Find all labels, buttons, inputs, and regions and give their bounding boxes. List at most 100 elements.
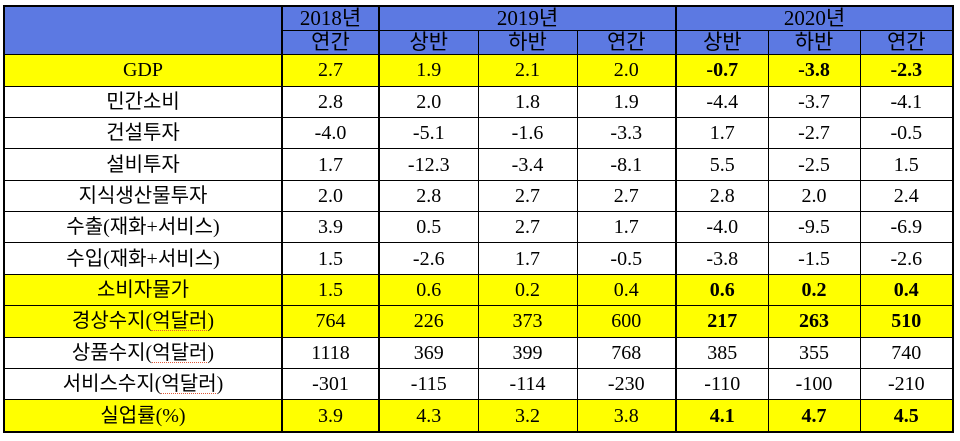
- table-row: 실업률(%) 3.9 4.3 3.2 3.8 4.1 4.7 4.5: [3, 399, 954, 433]
- value-cell: 0.2: [477, 273, 578, 307]
- table-row: 건설투자 -4.0 -5.1 -1.6 -3.3 1.7 -2.7 -0.5: [3, 116, 954, 150]
- value-cell: -230: [576, 367, 677, 401]
- value-cell: 3.9: [281, 399, 380, 433]
- row-label: 수입(재화+서비스): [3, 242, 283, 275]
- value-cell: 385: [675, 336, 769, 369]
- value-cell: 1.5: [281, 273, 380, 307]
- table-row: GDP 2.7 1.9 2.1 2.0 -0.7 -3.8 -2.3: [3, 54, 954, 87]
- value-cell: -100: [767, 367, 861, 401]
- row-label: GDP: [3, 54, 283, 87]
- value-cell: -4.4: [675, 85, 769, 118]
- value-cell: 510: [859, 305, 954, 338]
- period-header: 상반: [378, 30, 479, 56]
- year-header-2020: 2020년: [675, 5, 954, 32]
- value-cell: 1.8: [477, 85, 578, 118]
- value-cell: -8.1: [576, 148, 677, 181]
- value-cell: -0.5: [859, 116, 954, 150]
- value-cell: -301: [281, 367, 380, 401]
- value-cell: 369: [378, 336, 479, 369]
- row-label: 경상수지(억달러): [3, 305, 283, 338]
- value-cell: 2.4: [859, 179, 954, 213]
- period-header: 하반: [477, 30, 578, 56]
- value-cell: -3.3: [576, 116, 677, 150]
- value-cell: -3.7: [767, 85, 861, 118]
- value-cell: -2.5: [767, 148, 861, 181]
- row-label: 실업률(%): [3, 399, 283, 433]
- row-label: 건설투자: [3, 116, 283, 150]
- value-cell: 600: [576, 305, 677, 338]
- value-cell: 226: [378, 305, 479, 338]
- value-cell: 3.2: [477, 399, 578, 433]
- value-cell: -110: [675, 367, 769, 401]
- value-cell: 1.7: [576, 211, 677, 244]
- value-cell: 4.7: [767, 399, 861, 433]
- value-cell: 0.4: [576, 273, 677, 307]
- value-cell: -1.6: [477, 116, 578, 150]
- value-cell: 399: [477, 336, 578, 369]
- table-row: 민간소비 2.8 2.0 1.8 1.9 -4.4 -3.7 -4.1: [3, 85, 954, 118]
- table-body: GDP 2.7 1.9 2.1 2.0 -0.7 -3.8 -2.3 민간소비 2.8 2.0 1.8…: [3, 54, 954, 433]
- row-label: 소비자물가: [3, 273, 283, 307]
- period-header-row: 연간 상반 하반 연간 상반 하반 연간: [4, 30, 954, 56]
- row-label: 민간소비: [3, 85, 283, 118]
- value-cell: 2.7: [477, 179, 578, 213]
- value-cell: -3.8: [767, 54, 861, 87]
- value-cell: 768: [576, 336, 677, 369]
- value-cell: 1118: [281, 336, 380, 369]
- value-cell: 1.5: [281, 242, 380, 275]
- value-cell: 2.7: [576, 179, 677, 213]
- value-cell: 2.8: [378, 179, 479, 213]
- value-cell: 2.7: [281, 54, 380, 87]
- label-part: 상품수지(: [71, 341, 153, 364]
- label-part: ): [207, 310, 215, 333]
- value-cell: -4.1: [859, 85, 954, 118]
- value-cell: -3.8: [675, 242, 769, 275]
- value-cell: 1.7: [477, 242, 578, 275]
- label-part: ): [207, 341, 215, 364]
- value-cell: 1.7: [675, 116, 769, 150]
- value-cell: 2.7: [477, 211, 578, 244]
- corner-cell: [3, 5, 283, 56]
- value-cell: 355: [767, 336, 861, 369]
- table-row: 소비자물가 1.5 0.6 0.2 0.4 0.6 0.2 0.4: [3, 273, 954, 307]
- value-cell: -210: [859, 367, 954, 401]
- value-cell: -0.7: [675, 54, 769, 87]
- value-cell: 764: [281, 305, 380, 338]
- period-header: 하반: [767, 30, 861, 56]
- value-cell: 0.2: [767, 273, 861, 307]
- table-row: 경상수지(억달러) 764 226 373 600 217 263 510: [3, 305, 954, 338]
- value-cell: -0.5: [576, 242, 677, 275]
- economic-indicators-table: 2018년 2019년 2020년 연간 상반 하반 연간 상반 하반 연간 G…: [3, 5, 955, 433]
- value-cell: 1.5: [859, 148, 954, 181]
- value-cell: 263: [767, 305, 861, 338]
- value-cell: 740: [859, 336, 954, 369]
- row-label: 서비스수지(억달러): [3, 367, 283, 401]
- row-label: 상품수지(억달러): [3, 336, 283, 369]
- row-label: 지식생산물투자: [3, 179, 283, 213]
- value-cell: 2.1: [477, 54, 578, 87]
- label-part: 서비스수지(: [62, 373, 162, 396]
- spellchecked-label-part: 억달러: [152, 310, 208, 333]
- value-cell: -9.5: [767, 211, 861, 244]
- row-label: 수출(재화+서비스): [3, 211, 283, 244]
- value-cell: -115: [378, 367, 479, 401]
- table-row: 수입(재화+서비스) 1.5 -2.6 1.7 -0.5 -3.8 -1.5 -2.6: [3, 242, 954, 275]
- value-cell: 0.5: [378, 211, 479, 244]
- value-cell: -2.7: [767, 116, 861, 150]
- value-cell: 4.5: [859, 399, 954, 433]
- value-cell: -3.4: [477, 148, 578, 181]
- value-cell: 0.6: [378, 273, 479, 307]
- table-row: 수출(재화+서비스) 3.9 0.5 2.7 1.7 -4.0 -9.5 -6.9: [3, 211, 954, 244]
- period-header: 상반: [675, 30, 769, 56]
- value-cell: 1.9: [576, 85, 677, 118]
- year-header-2018: 2018년: [281, 5, 380, 32]
- value-cell: -12.3: [378, 148, 479, 181]
- value-cell: 3.9: [281, 211, 380, 244]
- value-cell: -2.6: [378, 242, 479, 275]
- period-header: 연간: [859, 30, 954, 56]
- value-cell: 2.0: [281, 179, 380, 213]
- value-cell: 0.4: [859, 273, 954, 307]
- value-cell: 4.3: [378, 399, 479, 433]
- label-part: ): [216, 373, 224, 396]
- value-cell: -6.9: [859, 211, 954, 244]
